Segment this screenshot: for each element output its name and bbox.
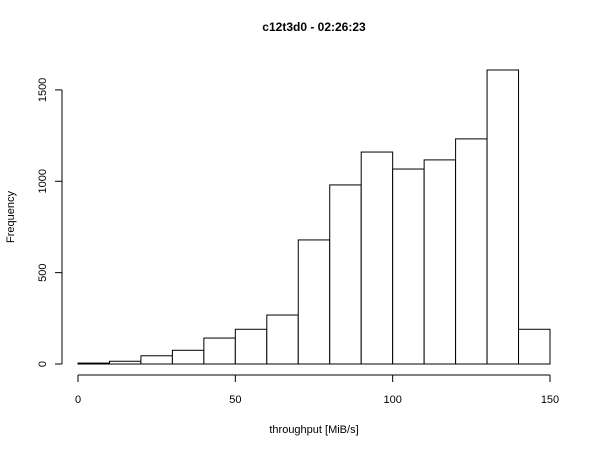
- bar: [77, 362, 110, 365]
- y-tick-label: 1500: [37, 78, 49, 102]
- y-tick-label: 500: [37, 263, 49, 281]
- bar: [234, 328, 268, 365]
- x-tick-label: 100: [383, 394, 401, 406]
- x-tick-label: 0: [75, 394, 81, 406]
- bar: [518, 328, 551, 365]
- y-tick-label: 0: [37, 361, 49, 367]
- bar: [392, 168, 425, 365]
- bar: [455, 138, 488, 365]
- x-tick-label: 50: [229, 394, 241, 406]
- y-tick-label: 1000: [37, 169, 49, 193]
- bar: [171, 349, 205, 365]
- bar: [423, 159, 457, 365]
- bar: [108, 360, 142, 365]
- y-axis-label: Frequency: [5, 191, 17, 243]
- chart-title: c12t3d0 - 02:26:23: [262, 20, 366, 34]
- bar: [266, 314, 299, 365]
- x-tick-label: 150: [541, 394, 559, 406]
- bar: [329, 184, 362, 365]
- bar: [486, 69, 520, 365]
- bar: [297, 239, 331, 365]
- bar: [203, 337, 236, 365]
- x-axis-label: throughput [MiB/s]: [269, 424, 358, 436]
- bar: [140, 355, 173, 365]
- bar: [360, 151, 394, 365]
